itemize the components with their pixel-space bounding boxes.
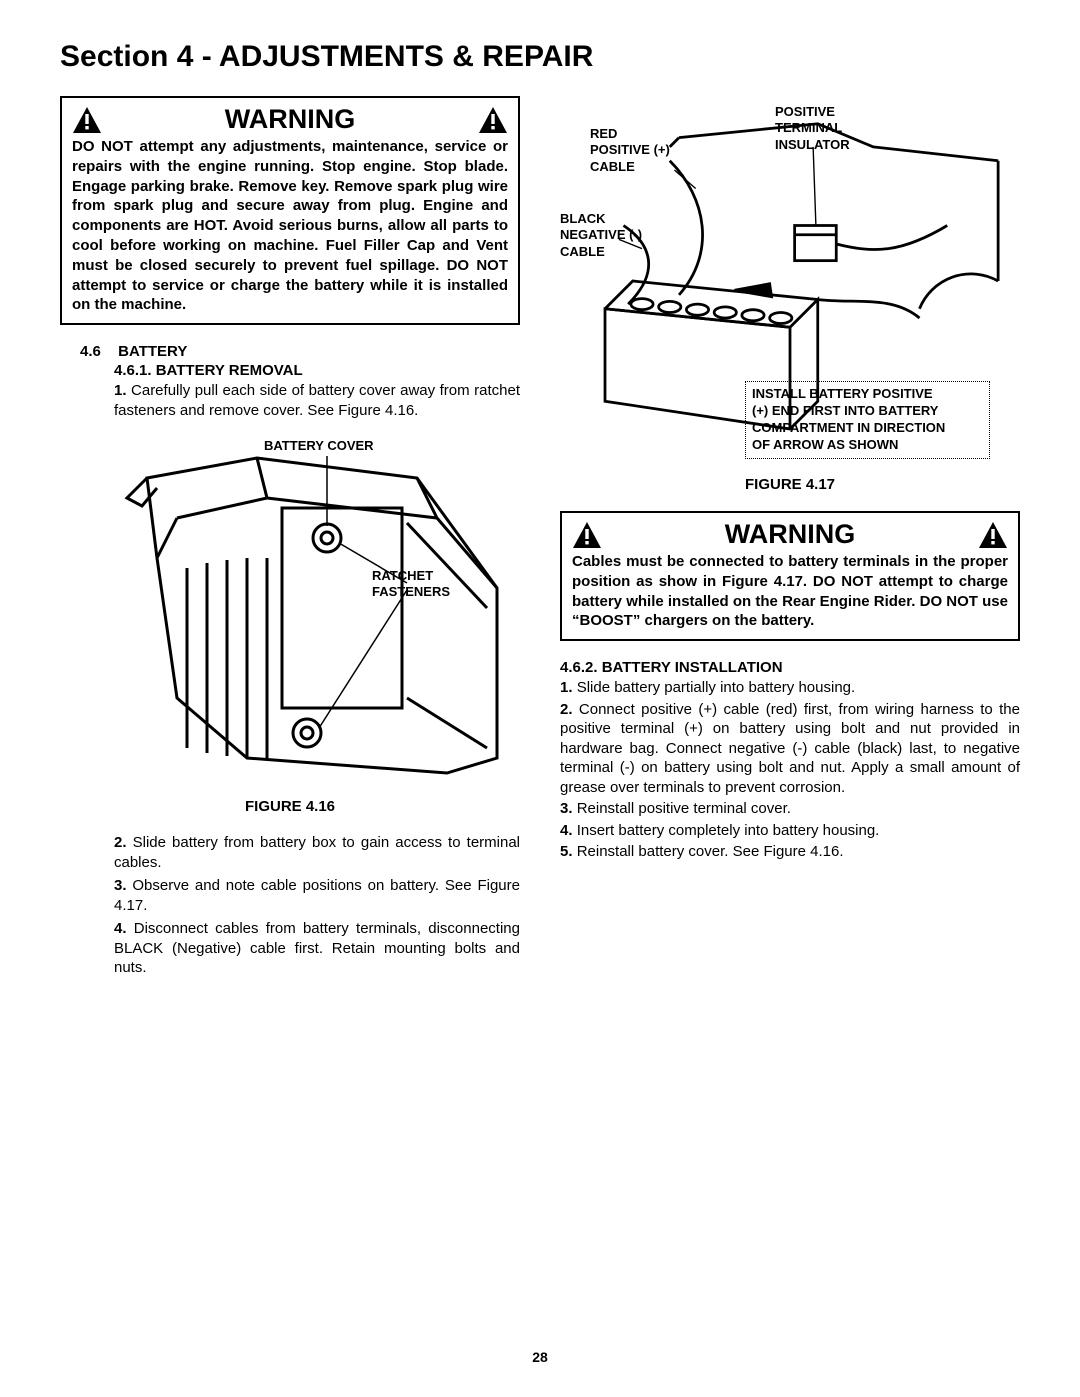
section-number: 4.6 xyxy=(80,343,114,360)
subsection-number: 4.6.2. xyxy=(560,659,598,676)
label-line: RATCHET xyxy=(372,568,433,583)
step-4-6-2-3: 3. Reinstall positive terminal cover. xyxy=(560,799,1020,819)
step-number: 4. xyxy=(560,822,573,839)
step-number: 3. xyxy=(114,877,127,894)
step-text: Reinstall battery cover. See Figure 4.16… xyxy=(577,843,844,860)
label-line: POSITIVE xyxy=(775,104,835,119)
figure-note-install-direction: INSTALL BATTERY POSITIVE (+) END FIRST I… xyxy=(745,381,990,459)
left-column: WARNING DO NOT attempt any adjustments, … xyxy=(60,96,520,982)
figure-4-16-caption: FIGURE 4.16 xyxy=(60,798,520,815)
step-4-6-1-1: 1. Carefully pull each side of battery c… xyxy=(60,381,520,420)
warning-triangle-icon xyxy=(978,521,1008,549)
label-line: TERMINAL xyxy=(775,120,842,135)
step-4-6-1-2: 2. Slide battery from battery box to gai… xyxy=(60,833,520,872)
step-4-6-2-5: 5. Reinstall battery cover. See Figure 4… xyxy=(560,842,1020,862)
step-text: Carefully pull each side of battery cove… xyxy=(114,382,520,419)
step-4-6-1-3: 3. Observe and note cable positions on b… xyxy=(60,876,520,915)
step-number: 2. xyxy=(560,701,573,718)
figure-label-battery-cover: BATTERY COVER xyxy=(264,438,374,454)
section-title: BATTERY xyxy=(118,343,187,360)
label-line: BLACK xyxy=(560,211,606,226)
label-line: POSITIVE (+) xyxy=(590,142,670,157)
step-text: Observe and note cable positions on batt… xyxy=(114,877,520,914)
section-4-6-2-heading: 4.6.2. BATTERY INSTALLATION xyxy=(560,659,1020,676)
step-text: Slide battery partially into battery hou… xyxy=(577,679,856,696)
label-line: RED xyxy=(590,126,617,141)
figure-4-17: RED POSITIVE (+) CABLE BLACK NEGATIVE (-… xyxy=(560,96,1020,466)
label-line: INSULATOR xyxy=(775,137,850,152)
warning-title: WARNING xyxy=(102,104,478,135)
figure-4-16: BATTERY COVER RATCHET FASTENERS xyxy=(114,438,520,788)
warning-text: Cables must be connected to battery term… xyxy=(572,552,1008,631)
note-line: COMPARTMENT IN DIRECTION xyxy=(752,420,945,435)
warning-text: DO NOT attempt any adjustments, maintena… xyxy=(72,137,508,315)
page-title: Section 4 - ADJUSTMENTS & REPAIR xyxy=(60,40,1020,74)
label-line: NEGATIVE (-) xyxy=(560,227,642,242)
step-text: Disconnect cables from battery terminals… xyxy=(114,920,520,976)
subsection-title: BATTERY INSTALLATION xyxy=(602,659,783,676)
section-4-6-1-heading: 4.6.1. BATTERY REMOVAL xyxy=(60,362,520,379)
label-line: FASTENERS xyxy=(372,584,450,599)
warning-title: WARNING xyxy=(602,519,978,550)
figure-label-black-negative-cable: BLACK NEGATIVE (-) CABLE xyxy=(560,211,642,260)
step-4-6-2-4: 4. Insert battery completely into batter… xyxy=(560,821,1020,841)
subsection-number: 4.6.1. xyxy=(114,362,152,379)
section-4-6-heading: 4.6 BATTERY xyxy=(60,343,520,360)
note-line: OF ARROW AS SHOWN xyxy=(752,437,898,452)
step-text: Slide battery from battery box to gain a… xyxy=(114,834,520,871)
step-number: 3. xyxy=(560,800,573,817)
warning-triangle-icon xyxy=(572,521,602,549)
right-column: RED POSITIVE (+) CABLE BLACK NEGATIVE (-… xyxy=(560,96,1020,982)
warning-box-1: WARNING DO NOT attempt any adjustments, … xyxy=(60,96,520,325)
step-4-6-2-1: 1. Slide battery partially into battery … xyxy=(560,678,1020,698)
note-line: (+) END FIRST INTO BATTERY xyxy=(752,403,938,418)
figure-label-red-positive-cable: RED POSITIVE (+) CABLE xyxy=(590,126,670,175)
subsection-title: BATTERY REMOVAL xyxy=(156,362,303,379)
figure-label-positive-terminal-insulator: POSITIVE TERMINAL INSULATOR xyxy=(775,104,850,153)
warning-triangle-icon xyxy=(478,106,508,134)
label-line: CABLE xyxy=(590,159,635,174)
warning-triangle-icon xyxy=(72,106,102,134)
label-line: CABLE xyxy=(560,244,605,259)
step-number: 2. xyxy=(114,834,127,851)
step-4-6-2-2: 2. Connect positive (+) cable (red) firs… xyxy=(560,700,1020,798)
step-number: 1. xyxy=(560,679,573,696)
note-line: INSTALL BATTERY POSITIVE xyxy=(752,386,933,401)
step-text: Insert battery completely into battery h… xyxy=(577,822,880,839)
step-number: 5. xyxy=(560,843,573,860)
step-number: 4. xyxy=(114,920,127,937)
step-4-6-1-4: 4. Disconnect cables from battery termin… xyxy=(60,919,520,978)
step-text: Reinstall positive terminal cover. xyxy=(577,800,791,817)
figure-label-ratchet-fasteners: RATCHET FASTENERS xyxy=(372,568,450,601)
figure-4-17-caption: FIGURE 4.17 xyxy=(560,476,1020,493)
step-number: 1. xyxy=(114,382,127,399)
page-number: 28 xyxy=(0,1349,1080,1365)
step-text: Connect positive (+) cable (red) first, … xyxy=(560,701,1020,796)
warning-box-2: WARNING Cables must be connected to batt… xyxy=(560,511,1020,641)
